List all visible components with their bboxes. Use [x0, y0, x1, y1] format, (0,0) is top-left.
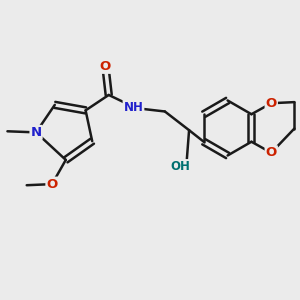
Text: NH: NH — [124, 100, 143, 114]
Text: O: O — [46, 178, 58, 190]
Text: O: O — [266, 146, 277, 159]
Text: OH: OH — [170, 160, 190, 173]
Text: O: O — [100, 60, 111, 73]
Text: O: O — [266, 97, 277, 110]
Text: N: N — [31, 126, 42, 139]
